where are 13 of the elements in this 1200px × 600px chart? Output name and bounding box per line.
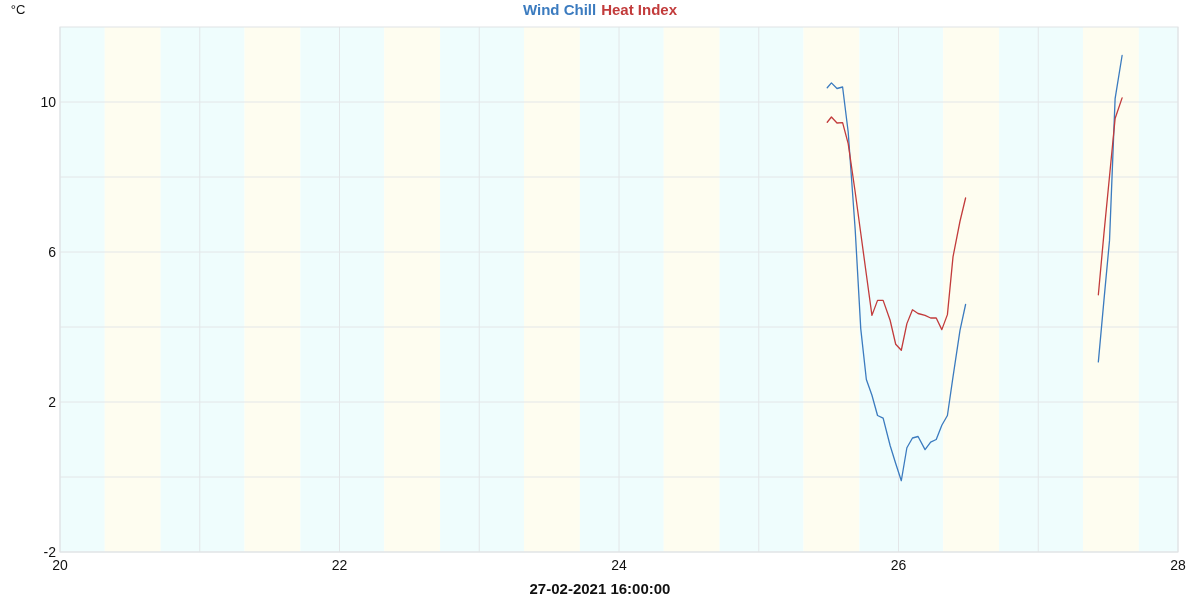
y-tick-label: 2 <box>48 394 57 410</box>
y-tick-label: -2 <box>43 544 57 560</box>
y-axis-title: °C <box>10 2 26 17</box>
x-tick-label: 22 <box>331 557 348 573</box>
x-tick-label: 26 <box>890 557 907 573</box>
x-tick-label: 28 <box>1170 557 1186 573</box>
y-tick-label: 6 <box>48 244 57 260</box>
text: Heat Index <box>601 1 678 18</box>
x-axis-title: 27-02-2021 16:00:00 <box>529 580 671 597</box>
x-tick-label: 24 <box>611 557 627 573</box>
text: Wind Chill <box>522 1 597 18</box>
y-tick-label: 10 <box>40 94 57 110</box>
x-tick-label: 20 <box>52 557 68 573</box>
